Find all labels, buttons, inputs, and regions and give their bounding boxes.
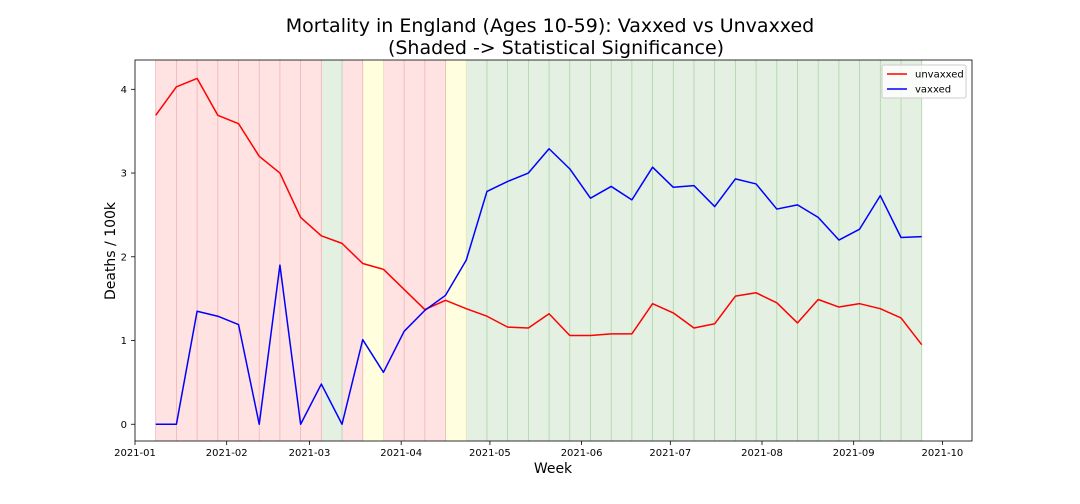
y-tick-label: 2	[121, 252, 127, 263]
y-tick-label: 4	[121, 85, 127, 96]
chart-title: Mortality in England (Ages 10-59): Vaxxe…	[286, 15, 814, 37]
x-tick-label: 2021-05	[469, 448, 511, 459]
shaded-band-yellow	[362, 60, 384, 441]
y-axis-ticks: 0 1 2 3 4	[121, 85, 135, 431]
y-axis-label: Deaths / 100k	[103, 201, 119, 300]
plot-frame	[134, 59, 973, 442]
x-axis-label: Week	[534, 461, 573, 477]
x-tick-label: 2021-10	[922, 448, 964, 459]
shaded-band-red	[383, 60, 446, 441]
y-tick-label: 0	[121, 420, 127, 431]
series-lines	[155, 77, 923, 425]
x-tick-label: 2021-02	[206, 448, 248, 459]
y-tick-label: 3	[121, 169, 127, 180]
shaded-bands	[155, 60, 923, 441]
shaded-band-red	[342, 60, 363, 441]
legend-label-vaxxed: vaxxed	[915, 85, 951, 96]
x-tick-label: 2021-09	[833, 448, 875, 459]
chart-subtitle: (Shaded -> Statistical Significance)	[388, 37, 724, 59]
x-tick-label: 2021-01	[114, 448, 156, 459]
series-line-vaxxed	[155, 148, 922, 425]
x-tick-label: 2021-07	[649, 448, 691, 459]
x-tick-label: 2021-04	[380, 448, 422, 459]
shaded-band-green	[321, 60, 343, 441]
y-tick-label: 1	[121, 336, 127, 347]
shaded-band-yellow	[445, 60, 467, 441]
x-tick-label: 2021-03	[289, 448, 331, 459]
x-tick-label: 2021-08	[741, 448, 783, 459]
legend-label-unvaxxed: unvaxxed	[915, 70, 964, 81]
legend: unvaxxed vaxxed	[881, 64, 967, 99]
x-tick-label: 2021-06	[561, 448, 603, 459]
plot-area	[134, 59, 973, 442]
series-line-unvaxxed	[155, 77, 923, 346]
x-axis-ticks: 2021-01 2021-02 2021-03 2021-04 2021-05 2021-…	[114, 441, 963, 459]
